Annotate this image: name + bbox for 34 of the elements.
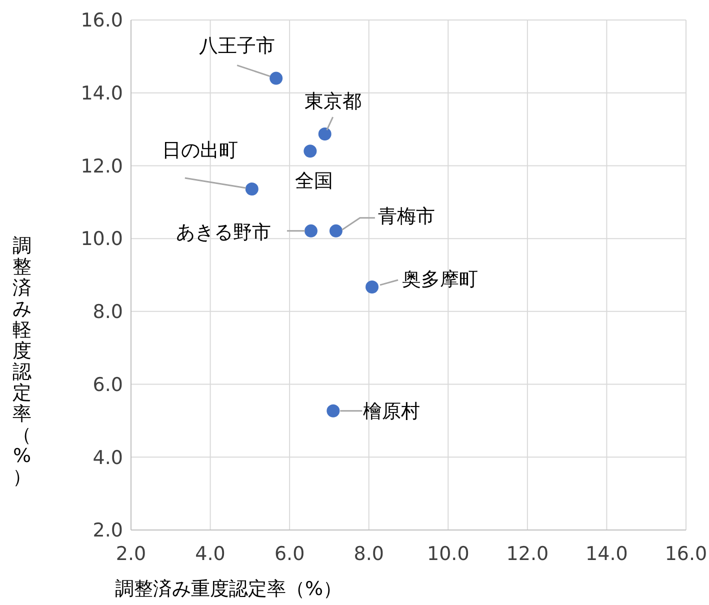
x-tick-label: 10.0 [426, 543, 470, 565]
point [318, 128, 332, 141]
annotation: 奥多摩町 [402, 268, 478, 291]
x-tick-label: 2.0 [116, 543, 146, 565]
x-tick-label: 14.0 [586, 543, 628, 565]
annotation: 八王子市 [199, 34, 276, 57]
annotation: 青梅市 [378, 206, 435, 228]
annotation: 東京都 [304, 90, 362, 113]
annotation: あきる野市 [176, 222, 271, 244]
annotation: 檜原村 [363, 400, 420, 423]
point [329, 224, 342, 238]
y-tick-label: 4.0 [92, 446, 123, 469]
y-tick-label: 8.0 [92, 301, 123, 324]
point [304, 224, 318, 238]
y-tick-label: 12.0 [80, 155, 123, 178]
annotation: 日の出町 [162, 140, 238, 162]
y-tick-label: 14.0 [80, 82, 123, 105]
point [270, 72, 283, 85]
point [245, 182, 258, 196]
y-tick-label: 2.0 [92, 520, 123, 542]
x-tick-label: 6.0 [274, 543, 305, 565]
x-tick-label: 8.0 [354, 543, 384, 565]
x-tick-label: 12.0 [506, 543, 549, 565]
y-tick-label: 16.0 [80, 10, 123, 32]
text: 調整済み軽度認定率（%） [12, 235, 32, 488]
y-tick-label: 10.0 [80, 228, 123, 250]
annotation: 全国 [295, 170, 334, 192]
x-tick-label: 16.0 [664, 543, 708, 565]
y-tick-label: 6.0 [92, 374, 123, 396]
point [366, 280, 379, 294]
point [326, 404, 340, 418]
point [304, 144, 317, 158]
x-axis-title: 調整済み重度認定率（%） [114, 578, 342, 600]
x-tick-label: 4.0 [195, 543, 226, 565]
